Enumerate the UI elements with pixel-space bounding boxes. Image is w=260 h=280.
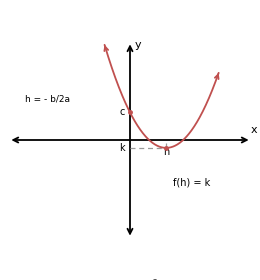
Text: h: h: [163, 146, 169, 157]
Text: h = - b/2a: h = - b/2a: [25, 95, 70, 104]
Text: y: y: [135, 39, 141, 50]
Text: k: k: [119, 143, 125, 153]
Text: f(x) = a(x - h)$^{2}$+ k: f(x) = a(x - h)$^{2}$+ k: [82, 277, 178, 280]
Text: x: x: [250, 125, 257, 135]
Text: f(h) = k: f(h) = k: [173, 178, 210, 188]
Text: c: c: [119, 108, 125, 117]
